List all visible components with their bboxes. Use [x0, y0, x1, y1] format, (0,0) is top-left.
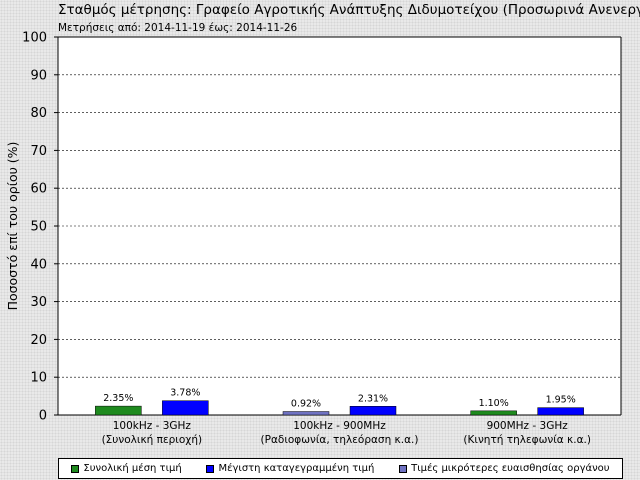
x-category-sublabel: (Κινητή τηλεφωνία κ.α.)	[463, 434, 591, 446]
page-title: Σταθμός μέτρησης: Γραφείο Αγροτικής Ανάπ…	[58, 2, 640, 18]
x-category-label: 900MHz - 3GHz	[487, 420, 569, 432]
legend-label-below-sensitivity: Τιμές μικρότερες ευαισθησίας οργάνου	[411, 463, 610, 474]
bar-value-label: 1.10%	[479, 398, 509, 409]
bar	[162, 400, 209, 416]
legend-item-below-sensitivity: Τιμές μικρότερες ευαισθησίας οργάνου	[399, 463, 610, 474]
bar-chart: 0 10 20 30 40 50 60 70 80 90 100 Ποσοστό επί του ορ…	[5, 31, 622, 446]
bar	[95, 405, 142, 416]
x-category-sublabel: (Συνολική περιοχή)	[102, 434, 203, 446]
y-tick-label: 60	[30, 182, 47, 197]
bar	[282, 411, 330, 416]
y-tick-label: 50	[30, 220, 47, 235]
x-category-label: 100kHz - 3GHz	[113, 420, 192, 432]
chart-legend: Συνολική μέση τιμή Μέγιστη καταγεγραμμέν…	[58, 458, 623, 479]
date-range-subtitle: Μετρήσεις από: 2014-11-19 έως: 2014-11-2…	[58, 22, 298, 34]
legend-label-average: Συνολική μέση τιμή	[83, 463, 182, 474]
bar	[470, 410, 517, 416]
y-tick-label: 80	[30, 106, 47, 121]
y-tick-label: 30	[30, 295, 47, 310]
legend-swatch-below-sensitivity	[399, 464, 408, 473]
y-tick-label: 10	[30, 371, 47, 386]
y-tick-label: 0	[39, 409, 47, 424]
y-axis-title: Ποσοστό επί του ορίου (%)	[5, 142, 20, 311]
bar-value-label: 3.78%	[170, 388, 200, 399]
bar	[349, 406, 397, 416]
y-tick-label: 90	[30, 68, 47, 83]
bar-value-label: 1.95%	[546, 395, 576, 406]
x-category-label: 100kHz - 900MHz	[293, 420, 386, 432]
y-tick-label: 70	[30, 144, 47, 159]
bar-value-label: 2.35%	[103, 393, 133, 404]
x-category-sublabel: (Ραδιοφωνία, τηλεόραση κ.α.)	[261, 434, 419, 446]
bar-value-label: 2.31%	[358, 393, 388, 404]
bar	[537, 407, 584, 416]
legend-swatch-average	[71, 464, 80, 473]
bar-value-label: 0.92%	[291, 399, 321, 410]
legend-item-maximum: Μέγιστη καταγεγραμμένη τιμή	[206, 463, 374, 474]
y-tick-label: 100	[22, 31, 47, 46]
y-tick-label: 40	[30, 257, 47, 272]
legend-swatch-maximum	[206, 464, 215, 473]
y-tick-label: 20	[30, 333, 47, 348]
legend-item-average: Συνολική μέση τιμή	[71, 463, 182, 474]
legend-label-maximum: Μέγιστη καταγεγραμμένη τιμή	[218, 463, 375, 474]
